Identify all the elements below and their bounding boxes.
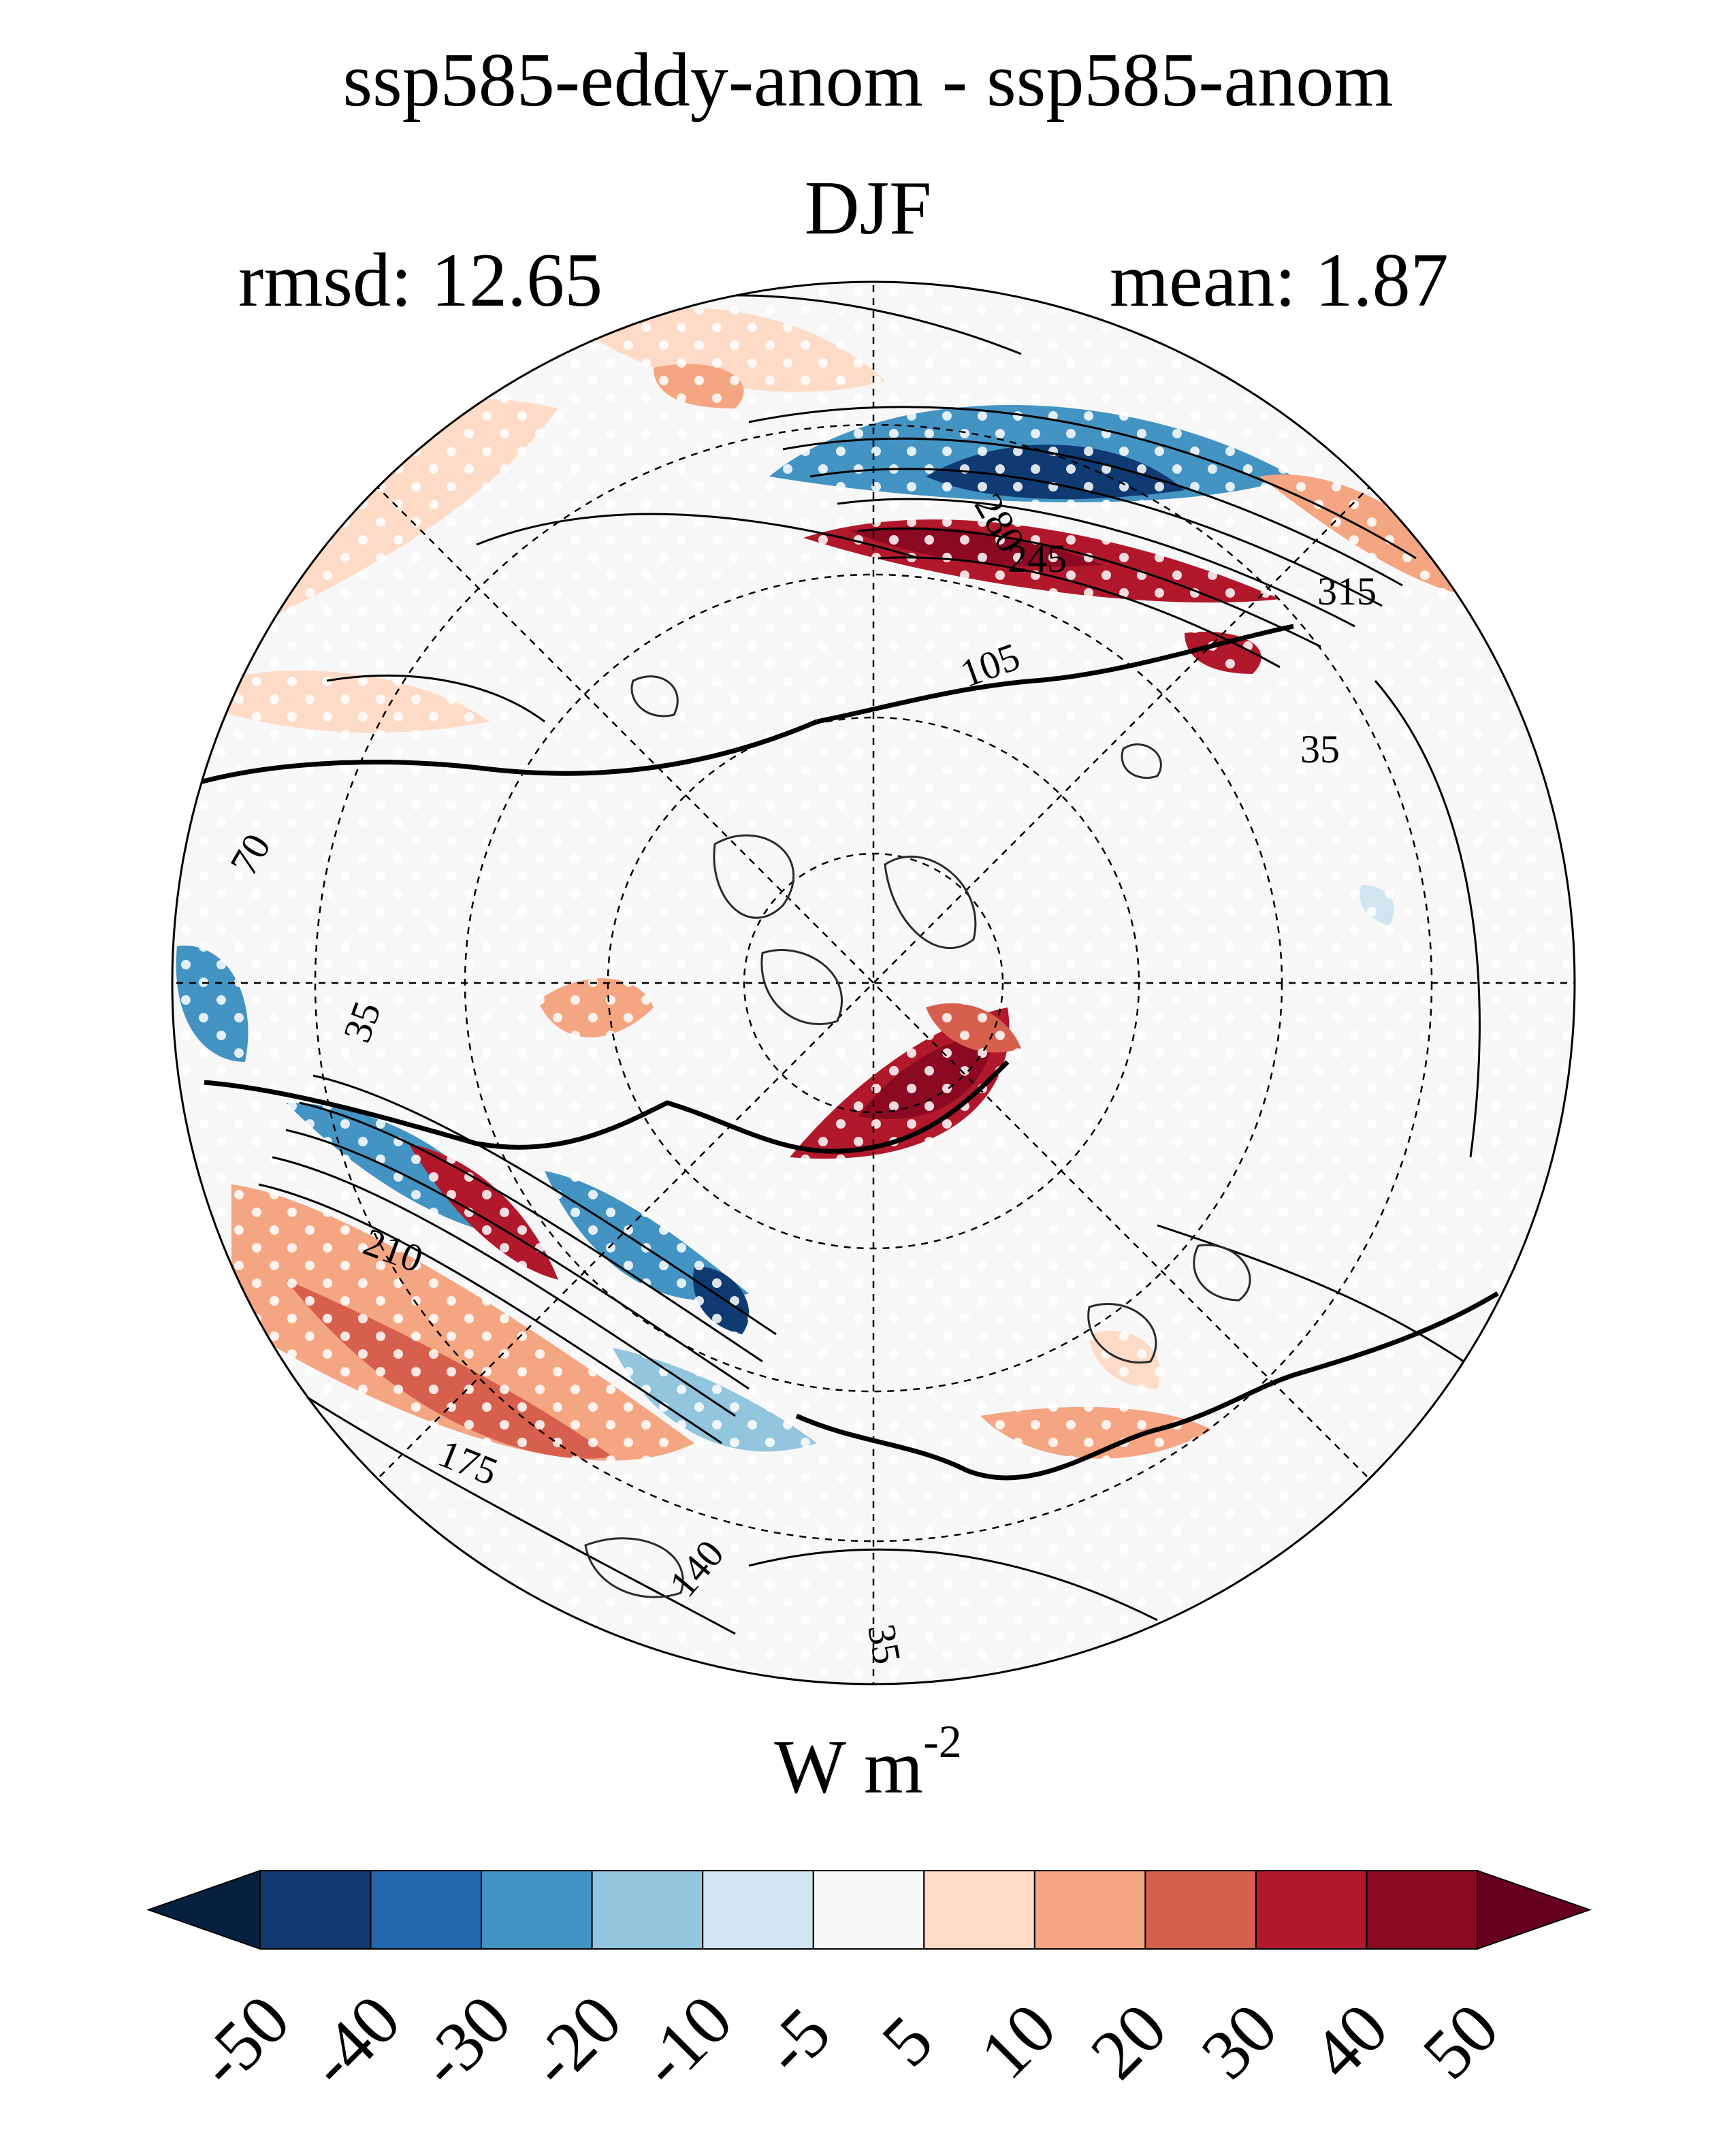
colorbar-box — [923, 1870, 1035, 1950]
colorbar-tick-label: 30 — [1187, 1988, 1292, 2094]
coastline-contours — [197, 624, 1499, 1481]
colorbar-box — [481, 1870, 593, 1950]
colorbar-tick-label: -40 — [293, 1980, 415, 2102]
contour-label: 245 — [1008, 536, 1067, 581]
colorbar-tick-label: -20 — [515, 1980, 637, 2102]
rmsd-label: rmsd: 12.65 — [238, 238, 603, 323]
colorbar-tick-label: 40 — [1298, 1988, 1403, 2094]
land-outlines — [584, 675, 1251, 1598]
colorbar-tick-label: -30 — [404, 1980, 526, 2102]
contour-label: 35 — [1300, 727, 1340, 771]
contour-lines — [204, 294, 1481, 1635]
colorbar-unit-label: W m-2 — [0, 1718, 1736, 1805]
colorbar-box — [370, 1870, 483, 1950]
unit-exponent: -2 — [923, 1715, 962, 1767]
colorbar: -50-40-30-20-10 -5 5 10 20 30 40 50 — [146, 1869, 1592, 2102]
colorbar-tick-label: 10 — [965, 1988, 1071, 2094]
colorbar-box — [591, 1870, 704, 1950]
map-border — [171, 280, 1576, 1685]
colorbar-box — [1033, 1870, 1146, 1950]
polar-map: 315 280 245 210 175 140 105 70 35 35 35 — [171, 280, 1576, 1685]
colorbar-box — [702, 1870, 814, 1950]
colorbar-box — [1366, 1870, 1479, 1950]
colorbar-box — [259, 1870, 372, 1950]
colorbar-tick-label: 20 — [1076, 1988, 1182, 2094]
colorbar-tick-label: -50 — [182, 1980, 304, 2102]
colorbar-tick-label: 5 — [867, 2001, 948, 2082]
unit-base: W m — [774, 1725, 924, 1809]
contour-label: 35 — [859, 1621, 910, 1667]
colorbar-box — [1255, 1870, 1368, 1950]
chart-title: ssp585-eddy-anom - ssp585-anom — [342, 38, 1394, 123]
colorbar-tick-label: -5 — [748, 1992, 846, 2090]
colorbar-box — [1144, 1870, 1257, 1950]
colorbar-extend-low — [146, 1869, 261, 1950]
graticule — [172, 282, 1575, 1684]
colorbar-tick-label: 50 — [1408, 1988, 1513, 2094]
colorbar-tick-label: -10 — [625, 1980, 747, 2102]
colorbar-extend-high — [1477, 1869, 1592, 1950]
mean-label: mean: 1.87 — [1110, 238, 1449, 323]
contour-label: 315 — [1317, 569, 1377, 613]
colorbar-box — [812, 1870, 925, 1950]
season-label: DJF — [804, 166, 932, 251]
